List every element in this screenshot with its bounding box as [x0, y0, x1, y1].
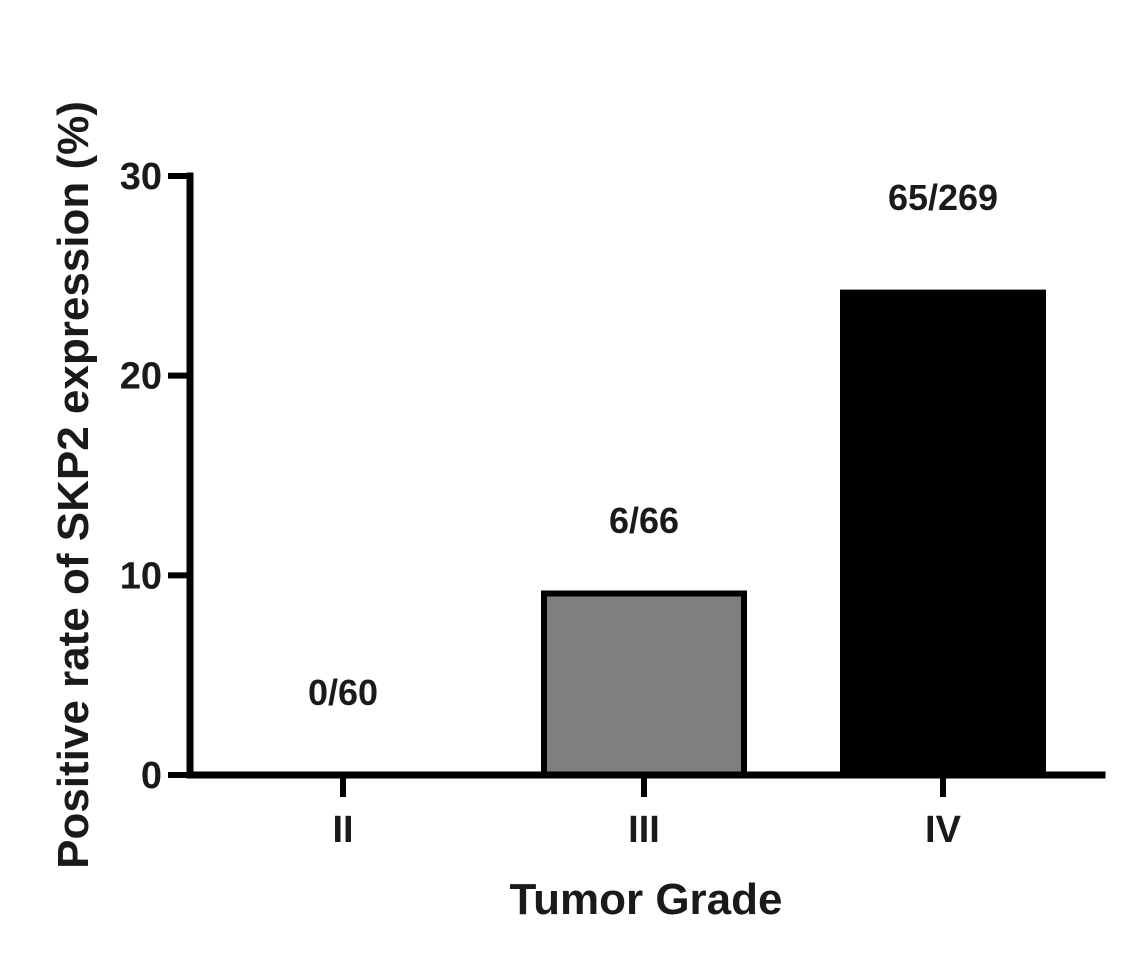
bar-grade-III: [541, 590, 747, 778]
x-tick-label: IV: [925, 809, 962, 851]
y-tick-label: 20: [120, 356, 162, 398]
x-tick-label: II: [332, 809, 353, 851]
y-ticks: 0 10 20 30: [120, 156, 190, 797]
data-labels: 0/60 6/66 65/269: [308, 177, 998, 713]
y-tick-label: 30: [120, 156, 162, 198]
bar-data-label: 6/66: [609, 500, 679, 541]
y-tick-label: 0: [141, 755, 162, 797]
bars: [541, 289, 1046, 778]
y-tick-label: 10: [120, 555, 162, 597]
bar-grade-IV: [840, 289, 1046, 778]
x-tick-label: III: [628, 809, 660, 851]
y-axis-title: Positive rate of SKP2 expression (%): [49, 101, 98, 869]
bar-data-label: 0/60: [308, 672, 378, 713]
x-ticks: II III IV: [332, 775, 962, 851]
bar-data-label: 65/269: [888, 177, 998, 218]
x-axis-title: Tumor Grade: [509, 875, 782, 924]
